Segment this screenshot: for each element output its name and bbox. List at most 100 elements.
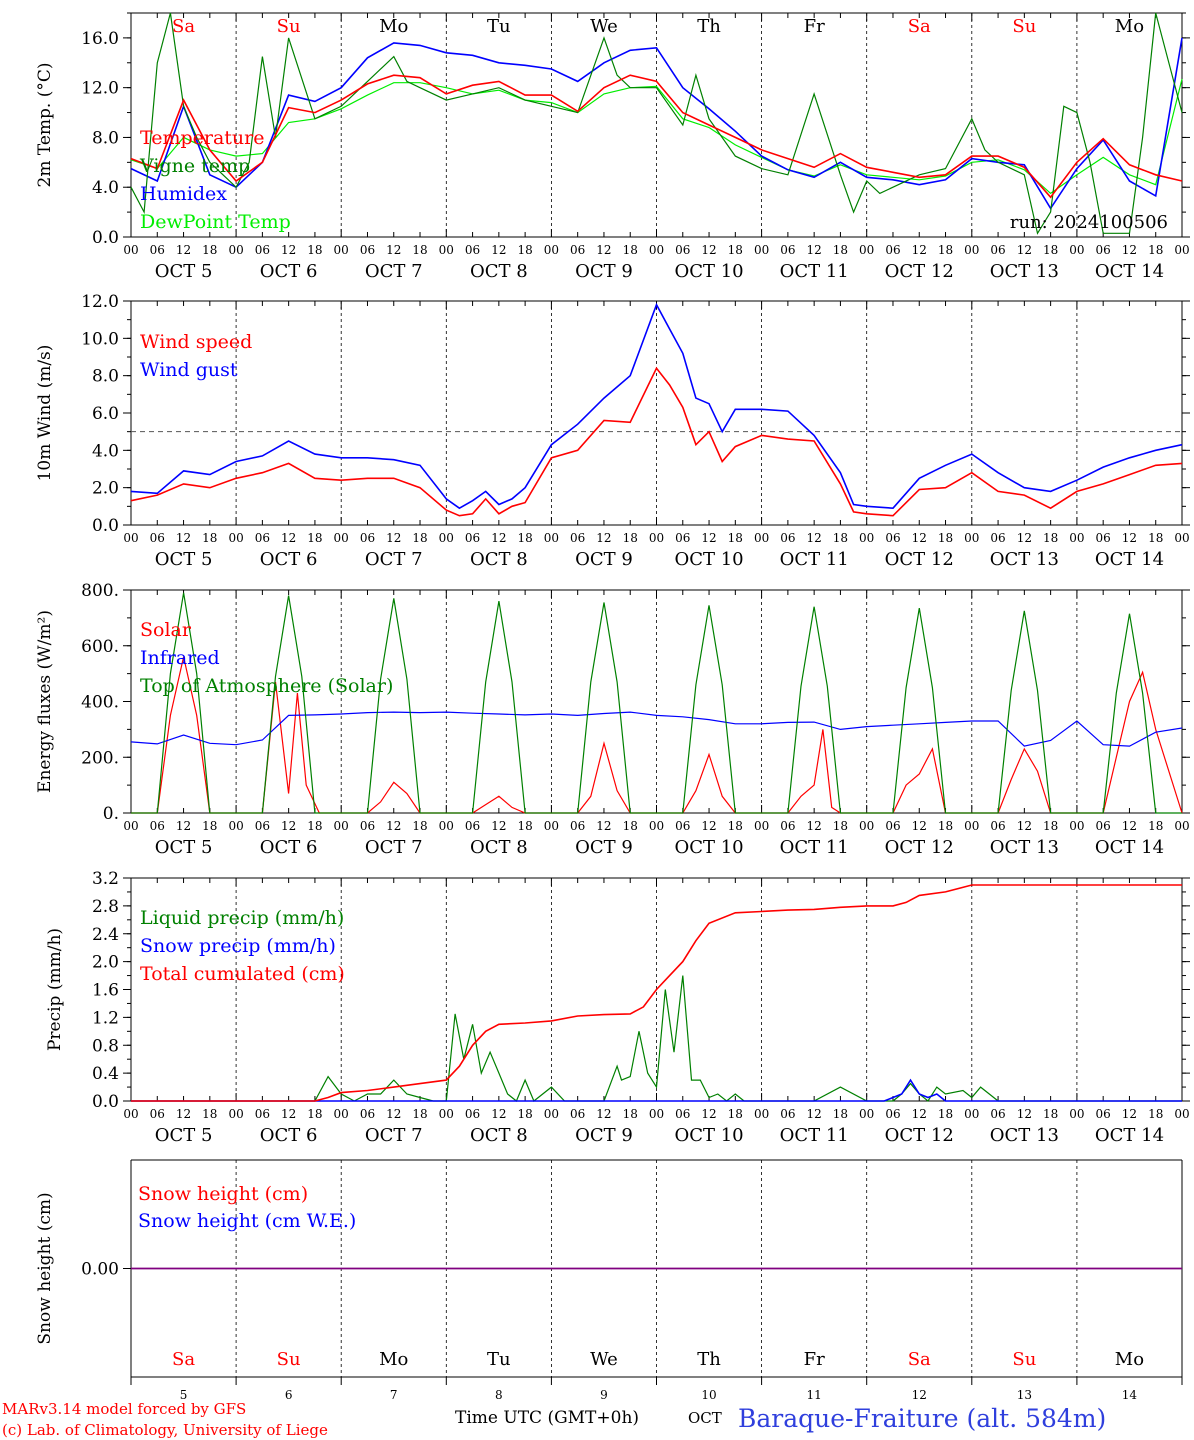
y-axis-title: Snow height (cm) (35, 1192, 55, 1344)
hour-tick-label: 06 (570, 819, 585, 833)
hour-tick-label: 00 (439, 819, 454, 833)
hour-tick-label: 06 (465, 531, 480, 545)
weekday-label: Sa (172, 1349, 195, 1370)
date-label: OCT 8 (470, 837, 528, 858)
hour-tick-label: 06 (780, 531, 795, 545)
hour-tick-label: 06 (255, 243, 270, 257)
hour-tick-label: 12 (912, 1107, 927, 1121)
plot-frame (130, 300, 1183, 526)
legend-entry: Top of Atmosphere (Solar) (140, 675, 393, 697)
hour-tick-label: 06 (675, 1107, 690, 1121)
date-label: OCT 5 (155, 1125, 213, 1146)
hour-tick-label: 06 (465, 819, 480, 833)
legend-entry: DewPoint Temp (140, 211, 291, 233)
hour-tick-label: 12 (701, 819, 716, 833)
hour-tick-label: 00 (1069, 531, 1084, 545)
weekday-label: Sa (908, 1349, 931, 1370)
legend-entry: Snow height (cm) (138, 1183, 308, 1205)
hour-tick-label: 06 (570, 531, 585, 545)
series-line (130, 366, 1183, 517)
day-number-label: 12 (912, 1388, 927, 1402)
hour-tick-label: 00 (649, 531, 664, 545)
hour-tick-label: 00 (859, 243, 874, 257)
hour-tick-label: 06 (360, 531, 375, 545)
hour-tick-label: 12 (912, 819, 927, 833)
hour-tick-label: 06 (1096, 1107, 1111, 1121)
legend-entry: Snow height (cm W.E.) (138, 1210, 356, 1232)
hour-tick-label: 12 (386, 243, 401, 257)
hour-tick-label: 06 (885, 531, 900, 545)
date-label: OCT 7 (365, 261, 423, 282)
hour-tick-label: 00 (123, 531, 138, 545)
hour-tick-label: 18 (1148, 819, 1163, 833)
hour-tick-label: 18 (517, 1107, 532, 1121)
legend-entry: Infrared (140, 647, 220, 669)
panel-2: 00 06 12 18 00 06 12 18 00 06 12 18 00 06 12 18 00 06 12 18… (35, 292, 1190, 570)
hour-tick-label: 18 (412, 243, 427, 257)
hour-tick-label: 00 (228, 531, 243, 545)
hour-tick-label: 12 (596, 243, 611, 257)
series-line (131, 1078, 1182, 1102)
station-title: Baraque-Fraiture (alt. 584m) (738, 1404, 1106, 1433)
lab-credit: (c) Lab. of Climatology, University of L… (2, 1421, 328, 1439)
hour-tick-label: 06 (465, 1107, 480, 1121)
date-label: OCT 14 (1095, 1125, 1164, 1146)
y-tick-label: 2.8 (92, 897, 119, 917)
hour-tick-label: 00 (649, 819, 664, 833)
day-number-label: 8 (495, 1388, 503, 1402)
hour-tick-label: 06 (150, 243, 165, 257)
y-tick-label: 12.0 (81, 79, 119, 99)
hour-tick-label: 12 (912, 531, 927, 545)
y-axis-title: 10m Wind (m/s) (35, 345, 55, 482)
hour-tick-label: 06 (1096, 819, 1111, 833)
day-number-label: 9 (600, 1388, 608, 1402)
legend-entry: Humidex (140, 183, 227, 205)
y-tick-label: 0.0 (92, 228, 119, 248)
hour-tick-label: 06 (885, 819, 900, 833)
hour-tick-label: 00 (228, 819, 243, 833)
hour-tick-label: 12 (176, 1107, 191, 1121)
date-label: OCT 5 (155, 549, 213, 570)
date-label: OCT 10 (674, 549, 743, 570)
hour-tick-label: 18 (1148, 243, 1163, 257)
hour-tick-label: 12 (807, 819, 822, 833)
hour-tick-label: 18 (202, 531, 217, 545)
run-annotation: run: 2024100506 (1010, 212, 1168, 233)
day-number-label: 6 (285, 1388, 293, 1402)
weekday-label: Sa (908, 16, 931, 37)
weekday-label: Mo (379, 16, 408, 37)
hour-tick-label: 06 (990, 819, 1005, 833)
hour-tick-label: 00 (439, 243, 454, 257)
hour-tick-label: 12 (807, 531, 822, 545)
date-label: OCT 12 (885, 837, 954, 858)
hour-tick-label: 12 (1017, 1107, 1032, 1121)
hour-tick-label: 12 (1122, 819, 1137, 833)
date-label: OCT 5 (155, 261, 213, 282)
date-label: OCT 9 (575, 261, 633, 282)
hour-tick-label: 06 (360, 819, 375, 833)
panel-4: 00 06 12 18 00 06 12 18 00 06 12 18 00 06 12 18 00 06 12 18… (45, 869, 1190, 1146)
day-number-label: 5 (180, 1388, 188, 1402)
hour-tick-label: 18 (307, 1107, 322, 1121)
hour-tick-label: 06 (150, 1107, 165, 1121)
day-number-label: 11 (807, 1388, 822, 1402)
hour-tick-label: 12 (1017, 531, 1032, 545)
hour-tick-label: 00 (754, 243, 769, 257)
series-line (130, 12, 1183, 235)
hour-tick-label: 12 (281, 819, 296, 833)
legend-entry: Wind gust (140, 359, 238, 381)
y-axis-title: Energy fluxes (W/m²) (35, 610, 55, 793)
weekday-label: Fr (804, 16, 825, 37)
hour-tick-label: 12 (701, 1107, 716, 1121)
hour-tick-label: 12 (491, 531, 506, 545)
hour-tick-label: 06 (570, 1107, 585, 1121)
hour-tick-label: 06 (780, 1107, 795, 1121)
y-tick-label: 12.0 (81, 292, 119, 312)
legend-entry: Snow precip (mm/h) (140, 935, 336, 957)
hour-tick-label: 18 (623, 243, 638, 257)
hour-tick-label: 06 (885, 1107, 900, 1121)
hour-tick-label: 18 (517, 243, 532, 257)
y-tick-label: 0. (103, 804, 119, 824)
hour-tick-label: 12 (1017, 243, 1032, 257)
